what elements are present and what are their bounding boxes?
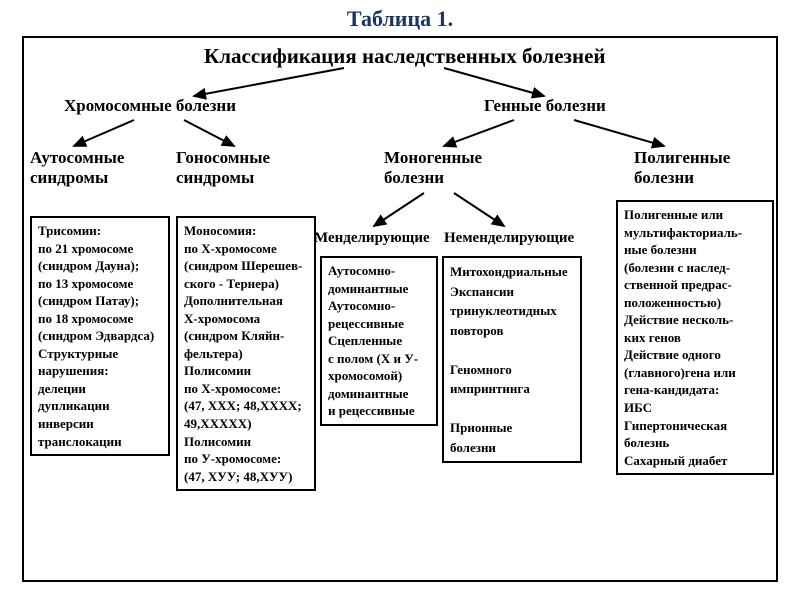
box-nonmendel: МитохондриальныеЭкспансиитринуклеотидных… xyxy=(442,256,582,463)
root-node: Классификация наследственных болезней xyxy=(204,44,606,69)
page-title: Таблица 1. xyxy=(0,0,800,32)
diagram-frame: Классификация наследственных болезней Хр… xyxy=(22,36,778,582)
node-chromosomal: Хромосомные болезни xyxy=(64,96,236,116)
box-mendel: Аутосомно-доминантныеАутосомно-рецессивн… xyxy=(320,256,438,426)
node-autosomal: Аутосомныесиндромы xyxy=(30,148,124,189)
box-autosomal: Трисомии:по 21 хромосоме(синдром Дауна);… xyxy=(30,216,170,456)
node-nonmendel: Неменделирующие xyxy=(444,230,574,247)
node-gene: Генные болезни xyxy=(484,96,606,116)
node-gonosomal: Гоносомныесиндромы xyxy=(176,148,270,189)
box-polygenic: Полигенные илимультифакториаль-ные болез… xyxy=(616,200,774,475)
node-monogenic: Моногенныеболезни xyxy=(384,148,482,189)
node-mendel: Менделирующие xyxy=(314,230,430,247)
node-polygenic: Полигенныеболезни xyxy=(634,148,730,189)
box-gonosomal: Моносомия:по Х-хромосоме(синдром Шерешев… xyxy=(176,216,316,491)
